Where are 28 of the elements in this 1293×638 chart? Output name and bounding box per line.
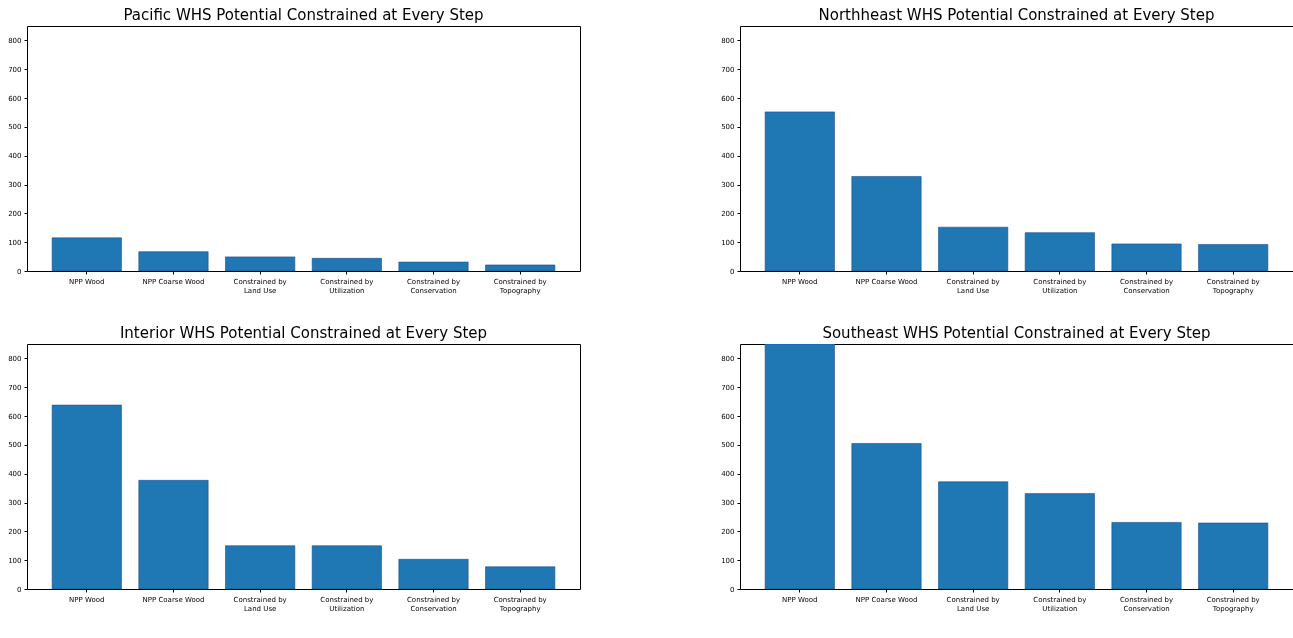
bar (311, 258, 382, 271)
bar (311, 545, 382, 589)
chart-title: Southeast WHS Potential Constrained at Every Step (822, 324, 1211, 342)
bar (485, 264, 556, 271)
bar (398, 559, 469, 589)
bar (851, 176, 922, 271)
bar (225, 545, 296, 589)
chart-title: Pacific WHS Potential Constrained at Every Step (123, 6, 484, 24)
bar (51, 237, 122, 271)
bar (138, 480, 209, 589)
bar (1024, 493, 1095, 589)
bar (398, 261, 469, 271)
bar (51, 404, 122, 589)
bar (1111, 522, 1182, 589)
bar (1198, 522, 1269, 589)
bar (1024, 232, 1095, 271)
bar (485, 566, 556, 589)
bar (851, 443, 922, 589)
bar (938, 226, 1009, 271)
bar (938, 481, 1009, 589)
chart-title: Northheast WHS Potential Constrained at Every Step (818, 6, 1215, 24)
chart-title: Interior WHS Potential Constrained at Every Step (119, 324, 488, 342)
bar (764, 344, 835, 589)
bar (138, 251, 209, 271)
bar (1198, 244, 1269, 271)
bar (764, 111, 835, 271)
bar (225, 256, 296, 271)
bar (1111, 243, 1182, 271)
